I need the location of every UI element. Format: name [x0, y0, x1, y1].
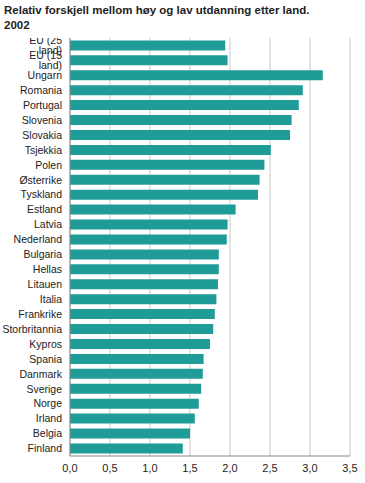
svg-text:EU (15land): EU (15land) — [29, 49, 62, 72]
svg-text:Irland: Irland — [36, 412, 62, 424]
svg-text:Ungarn: Ungarn — [28, 69, 63, 81]
svg-text:Kypros: Kypros — [29, 338, 62, 350]
svg-text:Spania: Spania — [29, 353, 62, 365]
svg-text:Polen: Polen — [35, 159, 62, 171]
svg-text:Tsjekkia: Tsjekkia — [25, 144, 63, 156]
svg-text:Italia: Italia — [40, 293, 62, 305]
svg-text:Frankrike: Frankrike — [18, 308, 62, 320]
svg-text:Portugal: Portugal — [23, 99, 62, 111]
svg-text:Bulgaria: Bulgaria — [23, 248, 62, 260]
svg-text:Slovenia: Slovenia — [22, 114, 62, 126]
svg-text:Norge: Norge — [33, 397, 62, 409]
svg-text:2,0: 2,0 — [222, 462, 237, 474]
svg-text:Danmark: Danmark — [19, 368, 62, 380]
svg-text:Nederland: Nederland — [14, 233, 63, 245]
svg-text:Sverige: Sverige — [26, 383, 62, 395]
svg-text:Belgia: Belgia — [33, 427, 62, 439]
svg-text:Latvia: Latvia — [34, 218, 62, 230]
svg-text:Hellas: Hellas — [33, 263, 62, 275]
svg-text:1,0: 1,0 — [142, 462, 157, 474]
svg-text:1,5: 1,5 — [182, 462, 197, 474]
svg-text:Romania: Romania — [20, 84, 62, 96]
svg-text:0,5: 0,5 — [102, 462, 117, 474]
svg-text:Tyskland: Tyskland — [21, 188, 63, 200]
svg-text:3,0: 3,0 — [302, 462, 317, 474]
html-text:Relativ forskjell mellom høy o: Relativ forskjell mellom høy og lav utda… — [4, 4, 310, 31]
svg-text:0,0: 0,0 — [62, 462, 77, 474]
svg-text:3,5: 3,5 — [342, 462, 357, 474]
svg-text:2,5: 2,5 — [262, 462, 277, 474]
svg-text:Østerrike: Østerrike — [19, 174, 62, 186]
svg-text:Slovakia: Slovakia — [22, 129, 62, 141]
svg-text:Estland: Estland — [27, 203, 62, 215]
svg-text:Finland: Finland — [28, 442, 63, 454]
svg-text:Litauen: Litauen — [28, 278, 63, 290]
svg-text:Storbritannia: Storbritannia — [8, 323, 62, 335]
